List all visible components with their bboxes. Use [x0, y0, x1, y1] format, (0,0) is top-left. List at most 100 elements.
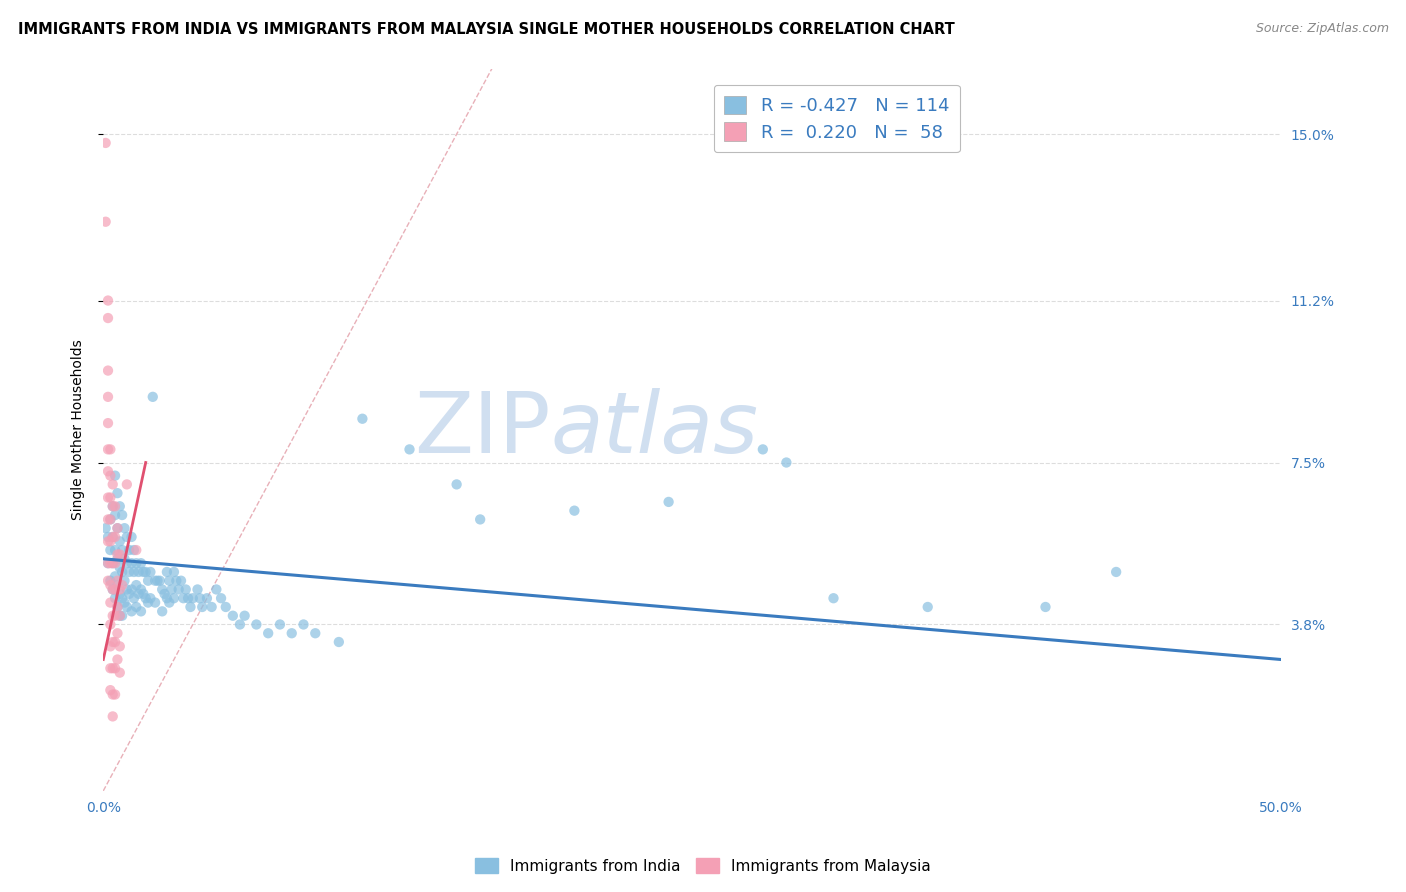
Text: IMMIGRANTS FROM INDIA VS IMMIGRANTS FROM MALAYSIA SINGLE MOTHER HOUSEHOLDS CORRE: IMMIGRANTS FROM INDIA VS IMMIGRANTS FROM…: [18, 22, 955, 37]
Point: [222, 608, 245, 623]
Point: [114, 596, 136, 610]
Point: [107, 521, 129, 535]
Point: [129, 604, 152, 618]
Legend: Immigrants from India, Immigrants from Malaysia: Immigrants from India, Immigrants from M…: [470, 852, 936, 880]
Point: [186, 582, 208, 597]
Point: [156, 591, 179, 606]
Point: [104, 661, 127, 675]
Point: [122, 565, 145, 579]
Point: [101, 582, 124, 597]
Point: [167, 582, 190, 597]
Point: [118, 587, 141, 601]
Point: [195, 591, 218, 606]
Point: [139, 591, 162, 606]
Point: [153, 587, 176, 601]
Point: [179, 599, 201, 614]
Point: [129, 556, 152, 570]
Point: [114, 521, 136, 535]
Point: [98, 534, 121, 549]
Point: [108, 665, 131, 680]
Point: [229, 617, 252, 632]
Point: [160, 582, 183, 597]
Point: [108, 582, 131, 597]
Point: [209, 591, 232, 606]
Point: [215, 599, 238, 614]
Point: [111, 591, 134, 606]
Point: [97, 442, 120, 457]
Point: [257, 626, 280, 640]
Point: [121, 556, 143, 570]
Point: [146, 574, 169, 588]
Point: [107, 521, 129, 535]
Point: [101, 530, 124, 544]
Point: [470, 512, 492, 526]
Point: [114, 551, 136, 566]
Point: [823, 591, 845, 606]
Point: [564, 503, 586, 517]
Point: [174, 582, 197, 597]
Point: [101, 530, 124, 544]
Point: [135, 565, 157, 579]
Point: [104, 635, 127, 649]
Point: [97, 534, 120, 549]
Point: [98, 468, 121, 483]
Point: [101, 500, 124, 514]
Point: [97, 464, 120, 478]
Point: [104, 556, 127, 570]
Point: [245, 617, 267, 632]
Point: [142, 390, 165, 404]
Point: [108, 548, 131, 562]
Point: [188, 591, 211, 606]
Point: [114, 574, 136, 588]
Point: [156, 565, 179, 579]
Point: [136, 596, 159, 610]
Point: [104, 608, 127, 623]
Point: [101, 556, 124, 570]
Point: [97, 390, 120, 404]
Point: [98, 442, 121, 457]
Point: [98, 543, 121, 558]
Point: [108, 608, 131, 623]
Point: [97, 556, 120, 570]
Text: ZIP: ZIP: [415, 388, 551, 471]
Point: [149, 574, 172, 588]
Point: [98, 574, 121, 588]
Point: [104, 500, 127, 514]
Point: [177, 591, 200, 606]
Point: [107, 551, 129, 566]
Point: [104, 688, 127, 702]
Point: [125, 556, 148, 570]
Point: [107, 486, 129, 500]
Point: [111, 565, 134, 579]
Point: [121, 530, 143, 544]
Point: [398, 442, 420, 457]
Point: [111, 543, 134, 558]
Point: [108, 640, 131, 654]
Point: [97, 416, 120, 430]
Point: [115, 599, 138, 614]
Point: [172, 591, 194, 606]
Point: [135, 591, 157, 606]
Text: Source: ZipAtlas.com: Source: ZipAtlas.com: [1256, 22, 1389, 36]
Point: [292, 617, 315, 632]
Point: [111, 608, 134, 623]
Point: [94, 215, 117, 229]
Point: [101, 477, 124, 491]
Point: [104, 569, 127, 583]
Point: [115, 477, 138, 491]
Point: [107, 599, 129, 614]
Point: [107, 578, 129, 592]
Point: [150, 582, 173, 597]
Point: [658, 495, 681, 509]
Point: [115, 530, 138, 544]
Point: [101, 709, 124, 723]
Point: [107, 626, 129, 640]
Point: [121, 604, 143, 618]
Point: [752, 442, 775, 457]
Point: [132, 587, 155, 601]
Point: [108, 534, 131, 549]
Point: [170, 574, 193, 588]
Point: [115, 556, 138, 570]
Point: [118, 565, 141, 579]
Point: [98, 683, 121, 698]
